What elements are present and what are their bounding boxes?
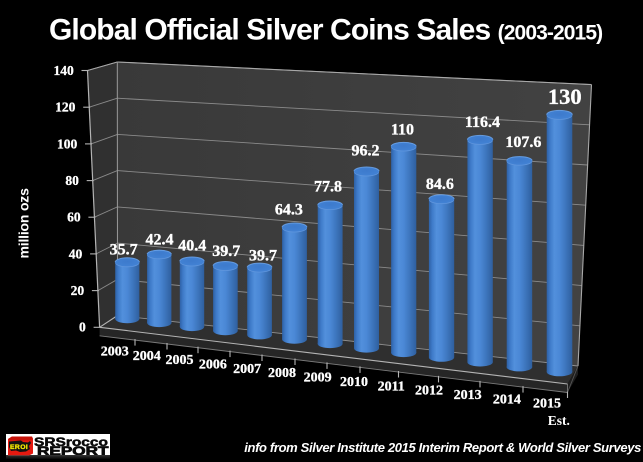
svg-text:39.7: 39.7	[249, 248, 277, 265]
svg-text:20: 20	[71, 283, 85, 298]
svg-text:80: 80	[65, 173, 79, 188]
svg-text:64.3: 64.3	[275, 202, 303, 219]
svg-text:42.4: 42.4	[146, 231, 174, 248]
svg-text:140: 140	[53, 63, 74, 78]
svg-text:2007: 2007	[233, 362, 261, 377]
svg-text:2005: 2005	[166, 353, 194, 368]
svg-text:84.6: 84.6	[426, 176, 454, 193]
svg-text:120: 120	[55, 100, 76, 115]
svg-text:2013: 2013	[454, 388, 482, 403]
svg-text:EROI: EROI	[10, 444, 28, 451]
svg-text:0: 0	[79, 320, 86, 335]
svg-text:2009: 2009	[304, 371, 332, 386]
svg-text:2010: 2010	[340, 375, 368, 390]
svg-text:Global Official Silver Coins S: Global Official Silver Coins Sales (2003…	[49, 13, 602, 46]
svg-text:2014: 2014	[493, 392, 521, 407]
svg-text:96.2: 96.2	[352, 142, 380, 159]
svg-text:2012: 2012	[415, 384, 443, 399]
svg-text:2004: 2004	[133, 349, 161, 364]
svg-text:35.7: 35.7	[110, 241, 138, 258]
svg-text:info from Silver Institute 201: info from Silver Institute 2015 Interim …	[244, 440, 641, 455]
svg-text:Est.: Est.	[548, 413, 570, 428]
svg-text:2006: 2006	[199, 358, 227, 373]
svg-text:116.4: 116.4	[465, 114, 500, 131]
svg-text:100: 100	[57, 136, 78, 151]
svg-text:40.4: 40.4	[178, 237, 206, 254]
svg-text:130: 130	[548, 84, 582, 109]
svg-text:2003: 2003	[101, 345, 129, 360]
svg-text:40: 40	[69, 246, 83, 261]
svg-text:million ozs: million ozs	[16, 188, 32, 259]
svg-text:2008: 2008	[268, 366, 296, 381]
svg-text:39.7: 39.7	[212, 243, 240, 260]
svg-text:110: 110	[391, 121, 414, 138]
svg-text:2011: 2011	[378, 379, 405, 394]
svg-text:60: 60	[67, 210, 81, 225]
svg-text:77.8: 77.8	[314, 178, 342, 195]
svg-text:107.6: 107.6	[505, 134, 541, 151]
svg-text:2015: 2015	[533, 397, 561, 412]
